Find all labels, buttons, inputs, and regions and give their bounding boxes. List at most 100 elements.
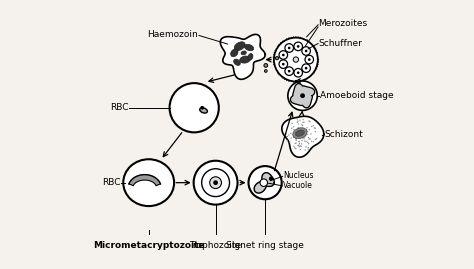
Circle shape: [282, 77, 283, 79]
Circle shape: [318, 64, 319, 65]
Circle shape: [304, 136, 305, 137]
Circle shape: [298, 132, 300, 133]
Circle shape: [264, 63, 268, 67]
Ellipse shape: [295, 130, 304, 136]
Circle shape: [309, 138, 310, 140]
Circle shape: [292, 123, 293, 124]
Circle shape: [299, 128, 300, 129]
Circle shape: [302, 64, 310, 72]
Circle shape: [297, 45, 300, 48]
Circle shape: [306, 129, 307, 130]
Circle shape: [293, 137, 294, 138]
Circle shape: [302, 125, 303, 126]
Text: Schizont: Schizont: [324, 130, 363, 139]
Circle shape: [298, 141, 300, 142]
Text: Amoeboid stage: Amoeboid stage: [320, 91, 393, 100]
Circle shape: [278, 44, 280, 45]
Circle shape: [288, 134, 290, 136]
Circle shape: [298, 36, 299, 37]
Circle shape: [317, 66, 318, 67]
Circle shape: [300, 129, 301, 130]
Circle shape: [299, 141, 300, 142]
Circle shape: [302, 134, 303, 135]
Circle shape: [315, 48, 316, 49]
Circle shape: [316, 68, 317, 69]
Circle shape: [302, 136, 304, 137]
Circle shape: [213, 180, 218, 185]
Polygon shape: [220, 34, 265, 79]
Circle shape: [264, 70, 267, 72]
Circle shape: [278, 74, 280, 75]
Circle shape: [305, 133, 306, 134]
Circle shape: [286, 80, 287, 81]
Circle shape: [302, 132, 303, 133]
Circle shape: [279, 60, 288, 68]
Circle shape: [289, 141, 290, 143]
Circle shape: [300, 81, 301, 82]
Circle shape: [298, 82, 299, 83]
Circle shape: [301, 134, 302, 136]
Circle shape: [301, 134, 302, 135]
Circle shape: [305, 55, 313, 64]
Circle shape: [274, 50, 275, 51]
Circle shape: [302, 47, 310, 55]
Circle shape: [308, 143, 309, 144]
Circle shape: [300, 133, 301, 134]
Circle shape: [288, 70, 291, 72]
Circle shape: [293, 82, 294, 83]
Circle shape: [280, 42, 281, 43]
Circle shape: [301, 124, 302, 125]
Circle shape: [294, 133, 296, 134]
Circle shape: [297, 122, 298, 123]
Circle shape: [308, 148, 309, 150]
Text: Micrometacryptozoite: Micrometacryptozoite: [93, 241, 204, 250]
Circle shape: [303, 138, 305, 139]
Circle shape: [303, 132, 304, 133]
Circle shape: [300, 133, 301, 134]
Circle shape: [305, 80, 306, 81]
Circle shape: [293, 146, 295, 147]
Circle shape: [297, 118, 298, 120]
Circle shape: [282, 41, 283, 42]
Circle shape: [201, 106, 204, 109]
Circle shape: [302, 134, 304, 135]
Circle shape: [305, 146, 307, 148]
Circle shape: [295, 139, 297, 141]
Circle shape: [308, 137, 309, 138]
Ellipse shape: [240, 56, 250, 63]
Circle shape: [302, 134, 303, 136]
Text: Signet ring stage: Signet ring stage: [226, 241, 304, 250]
Ellipse shape: [248, 54, 253, 60]
Circle shape: [305, 134, 306, 136]
Circle shape: [300, 132, 301, 133]
Polygon shape: [129, 175, 161, 186]
Circle shape: [308, 147, 309, 148]
Ellipse shape: [241, 51, 246, 55]
Circle shape: [293, 36, 294, 37]
Polygon shape: [254, 173, 274, 193]
Text: Merozoites: Merozoites: [319, 19, 368, 28]
Circle shape: [275, 56, 279, 60]
Circle shape: [300, 149, 301, 150]
Circle shape: [300, 138, 301, 139]
Circle shape: [315, 128, 316, 129]
Circle shape: [305, 133, 306, 134]
Circle shape: [311, 126, 312, 127]
Circle shape: [201, 169, 229, 197]
Circle shape: [302, 134, 304, 136]
Circle shape: [303, 122, 305, 123]
Circle shape: [297, 145, 299, 146]
Circle shape: [305, 149, 306, 151]
Ellipse shape: [234, 42, 245, 51]
Circle shape: [312, 141, 314, 142]
Circle shape: [318, 59, 319, 60]
Text: RBC: RBC: [110, 103, 128, 112]
Circle shape: [298, 128, 299, 129]
Circle shape: [273, 57, 274, 58]
Circle shape: [291, 37, 292, 38]
Circle shape: [302, 134, 304, 135]
Circle shape: [269, 176, 273, 181]
Circle shape: [284, 79, 285, 80]
Circle shape: [295, 134, 296, 135]
Text: Vacuole: Vacuole: [283, 181, 313, 190]
